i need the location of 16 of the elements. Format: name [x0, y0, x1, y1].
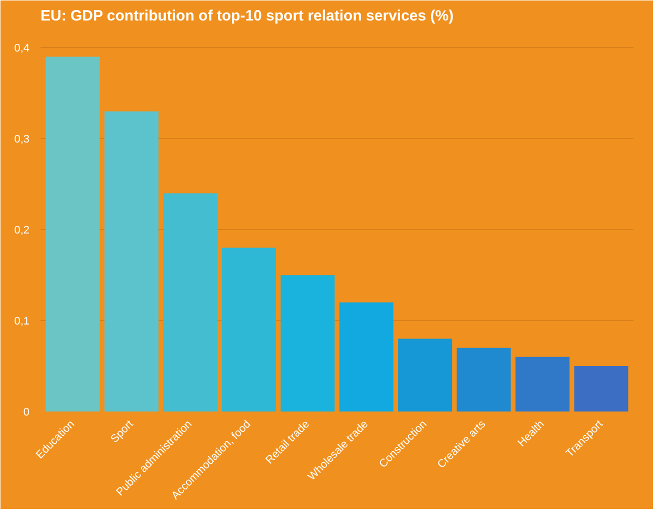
- bar: [574, 366, 628, 412]
- bar: [339, 302, 394, 412]
- y-tick-label: 0,2: [14, 224, 30, 237]
- y-tick-label: 0,3: [14, 134, 30, 146]
- y-tick-label: 0: [23, 406, 30, 418]
- chart-title: EU: GDP contribution of top-10 sport relation services (%): [40, 8, 454, 24]
- y-tick-label: 0,4: [14, 42, 30, 55]
- bar: [280, 275, 335, 412]
- bar: [104, 111, 159, 412]
- bar: [515, 356, 570, 412]
- bar: [398, 338, 452, 412]
- bar: [456, 348, 511, 412]
- bar: [163, 193, 218, 412]
- bar: [46, 56, 100, 412]
- bar: [222, 248, 276, 412]
- y-tick-label: 0,1: [14, 316, 30, 328]
